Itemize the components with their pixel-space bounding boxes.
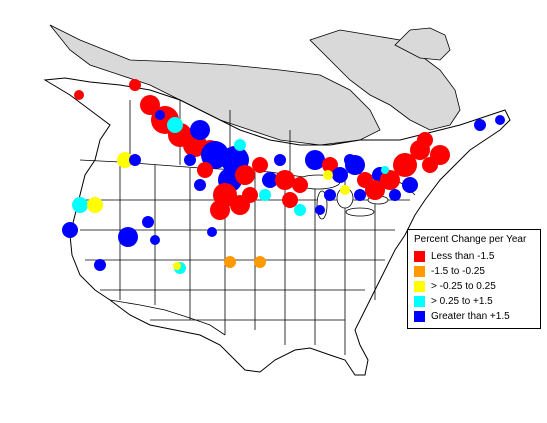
trend-patch [344, 154, 356, 166]
trend-patch [87, 197, 103, 213]
trend-patch [118, 227, 138, 247]
trend-patch [190, 120, 210, 140]
trend-patch [259, 189, 271, 201]
trend-patch [332, 167, 348, 183]
trend-patch [324, 189, 336, 201]
legend-label: Less than -1.5 [431, 251, 495, 262]
trend-patch [315, 205, 325, 215]
legend-label: -1.5 to -0.25 [431, 266, 485, 277]
trend-patch [430, 145, 450, 165]
legend-label: > -0.25 to 0.25 [431, 281, 496, 292]
trend-patch [167, 117, 183, 133]
trend-patch [393, 153, 417, 177]
trend-patch [294, 204, 306, 216]
legend-item-moderate-increase: > 0.25 to +1.5 [414, 294, 534, 309]
legend-item-moderate-decline: -1.5 to -0.25 [414, 264, 534, 279]
trend-patch [142, 216, 154, 228]
trend-patch [74, 90, 84, 100]
trend-patch [150, 235, 160, 245]
legend-swatch [414, 311, 425, 322]
trend-patch [305, 150, 325, 170]
northern-gray-island [394, 27, 451, 61]
trend-patch [242, 187, 258, 203]
trend-patch [210, 200, 230, 220]
trend-patch [129, 154, 141, 166]
trend-patch [381, 166, 389, 174]
trend-patch [340, 185, 350, 195]
trend-patch [140, 95, 160, 115]
trend-patch [94, 259, 106, 271]
trend-patch [173, 262, 181, 270]
legend-item-greater-than: Greater than +1.5 [414, 309, 534, 324]
trend-patch [194, 179, 206, 191]
trend-patch [224, 256, 236, 268]
trend-patch [365, 180, 385, 200]
trend-patch [197, 162, 213, 178]
trend-patch [129, 79, 141, 91]
us-mexico-border [109, 299, 226, 336]
legend-swatch [414, 296, 425, 307]
trend-patch [184, 154, 196, 166]
trend-patch [323, 170, 333, 180]
trend-patch [62, 222, 78, 238]
trend-patch [117, 152, 133, 168]
trend-patch [354, 189, 366, 201]
legend-label: > 0.25 to +1.5 [431, 296, 493, 307]
legend-swatch [414, 251, 425, 262]
legend: Percent Change per Year Less than -1.5 -… [407, 229, 541, 329]
trend-patch [282, 192, 298, 208]
legend-label: Greater than +1.5 [431, 311, 510, 322]
trend-patch [262, 172, 278, 188]
trend-patch [155, 110, 165, 120]
trend-patch [402, 177, 418, 193]
trend-patch [235, 165, 255, 185]
trend-patch [275, 170, 295, 190]
trend-patch [252, 157, 268, 173]
trend-patch [254, 256, 266, 268]
continent-outline [43, 77, 511, 376]
legend-swatch [414, 266, 425, 277]
legend-item-stable: > -0.25 to 0.25 [414, 279, 534, 294]
trend-patch [234, 139, 246, 151]
trend-patch [474, 119, 486, 131]
trend-patch [274, 154, 286, 166]
legend-swatch [414, 281, 425, 292]
trend-patch [417, 132, 433, 148]
trend-patch [389, 189, 401, 201]
legend-item-less-than: Less than -1.5 [414, 249, 534, 264]
trend-patch [380, 170, 400, 190]
trend-patch [292, 177, 308, 193]
northern-gray-east [309, 29, 461, 131]
trend-patch [322, 157, 338, 173]
trend-patch [495, 115, 505, 125]
trend-patches [62, 79, 505, 274]
trend-patch [207, 227, 217, 237]
legend-title: Percent Change per Year [414, 234, 527, 245]
trend-patch [72, 197, 88, 213]
